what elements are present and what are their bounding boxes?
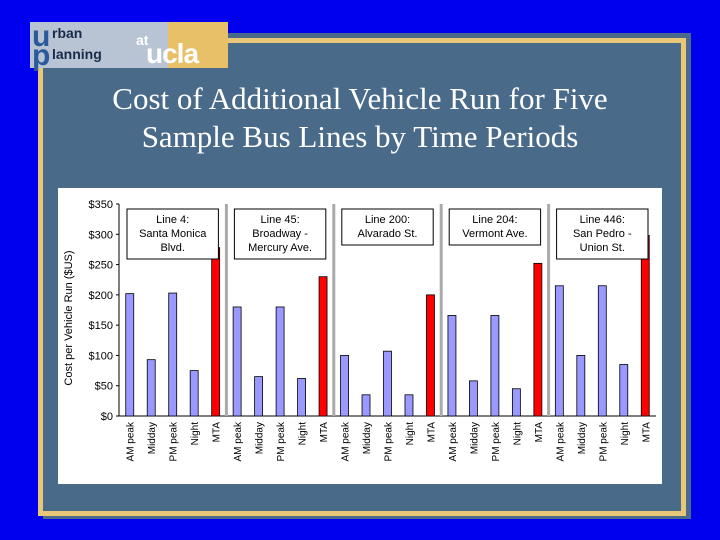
bar-chart: $0 $50 $100 $150 $200 $250 $300 $350 Cost per Ve… [63, 199, 656, 461]
logo-left-panel [30, 22, 168, 68]
x-tick-label: PM peak [384, 421, 395, 461]
x-tick-label: AM peak [555, 421, 566, 461]
logo-text-ucla: ucla [146, 38, 199, 69]
bar [318, 276, 328, 417]
group-label-box [126, 208, 219, 260]
bar [146, 359, 156, 417]
y-tick-label: $100 [89, 350, 113, 362]
group-label-text: Mercury Ave. [248, 242, 312, 254]
y-axis-title: Cost per Vehicle Run ($US) [63, 250, 75, 385]
x-tick-label: Midday [577, 422, 588, 454]
group-label-text: Line 446: [580, 214, 625, 226]
group-label-text: Line 200: [365, 214, 410, 226]
y-tick-label: $150 [89, 320, 113, 332]
group-label-box [556, 208, 649, 260]
group-label-text: Union St. [580, 242, 625, 254]
x-tick-label: Night [298, 422, 309, 446]
group-label-text: Line 204: [472, 214, 517, 226]
chart-panel: $0 $50 $100 $150 $200 $250 $300 $350 Cost per Ve… [58, 188, 662, 484]
bar [490, 315, 500, 417]
group-label-text: Broadway - [252, 228, 308, 240]
x-tick-label: Night [620, 422, 631, 446]
bar [340, 355, 349, 417]
bar [254, 376, 264, 417]
logo-text-lanning: lanning [52, 46, 102, 62]
x-tick-label: PM peak [491, 421, 502, 461]
x-tick-label: Midday [255, 422, 266, 454]
slide-title: Cost of Additional Vehicle Run for Five … [40, 80, 680, 156]
logo-text-rban: rban [52, 25, 83, 41]
x-tick-label: Night [405, 422, 416, 446]
x-tick-label: MTA [426, 422, 437, 443]
x-tick-label: Midday [469, 422, 480, 454]
group-label-text: Blvd. [160, 242, 184, 254]
group-label-box [233, 208, 327, 260]
x-tick-label: AM peak [341, 421, 352, 461]
group-label-box [448, 208, 542, 246]
group-label-box [341, 208, 434, 246]
slide-frame [38, 38, 686, 516]
x-tick-label: Midday [147, 422, 158, 454]
logo-letter-p: p [32, 39, 51, 72]
group-label-text: Alvarado St. [358, 228, 418, 240]
x-tick-label: AM peak [448, 421, 459, 461]
y-tick-label: $300 [89, 229, 113, 241]
bar [511, 388, 521, 417]
x-tick-label: PM peak [169, 421, 180, 461]
title-line-1: Cost of Additional Vehicle Run for Five [112, 81, 608, 116]
group-label-text: Line 45: [261, 214, 300, 226]
bar [469, 380, 478, 417]
x-tick-label: Midday [362, 422, 373, 454]
x-tick-label: MTA [534, 422, 545, 443]
bar [619, 364, 629, 417]
bar [533, 262, 543, 417]
group-label-text: Vermont Ave. [462, 228, 527, 240]
y-tick-label: $200 [89, 290, 113, 302]
bar [640, 235, 650, 417]
x-tick-label: AM peak [126, 421, 137, 461]
bar [168, 292, 178, 417]
x-tick-label: PM peak [598, 421, 609, 461]
logo-text-at: at [136, 32, 149, 48]
bar [232, 306, 242, 417]
x-tick-label: AM peak [233, 421, 244, 461]
y-tick-label: $250 [89, 260, 113, 272]
logo-letter-u: u [32, 20, 51, 53]
bar [361, 394, 371, 417]
x-tick-label: Night [190, 422, 201, 446]
group-label-text: Santa Monica [139, 228, 207, 240]
urban-planning-ucla-logo: u p rban lanning at ucla [30, 20, 228, 72]
bar [383, 350, 392, 417]
bar [297, 378, 306, 417]
bar [211, 247, 221, 417]
logo-right-panel [168, 22, 228, 68]
y-tick-label: $350 [89, 199, 113, 211]
bar [576, 355, 586, 417]
bar [426, 294, 435, 417]
title-line-2: Sample Bus Lines by Time Periods [141, 119, 579, 154]
bar [597, 285, 607, 417]
x-tick-label: PM peak [276, 421, 287, 461]
bar [189, 370, 199, 417]
bar [275, 306, 285, 417]
y-tick-label: $50 [95, 381, 113, 393]
x-tick-label: MTA [319, 422, 330, 443]
bar [404, 394, 414, 417]
group-label-text: San Pedro - [573, 228, 632, 240]
x-tick-label: MTA [641, 422, 652, 443]
x-tick-label: Night [512, 422, 523, 446]
bar [554, 285, 564, 417]
y-tick-label: $0 [101, 411, 113, 423]
group-label-text: Line 4: [156, 214, 189, 226]
bar [125, 293, 135, 417]
bar [447, 315, 457, 417]
x-tick-label: MTA [212, 422, 223, 443]
